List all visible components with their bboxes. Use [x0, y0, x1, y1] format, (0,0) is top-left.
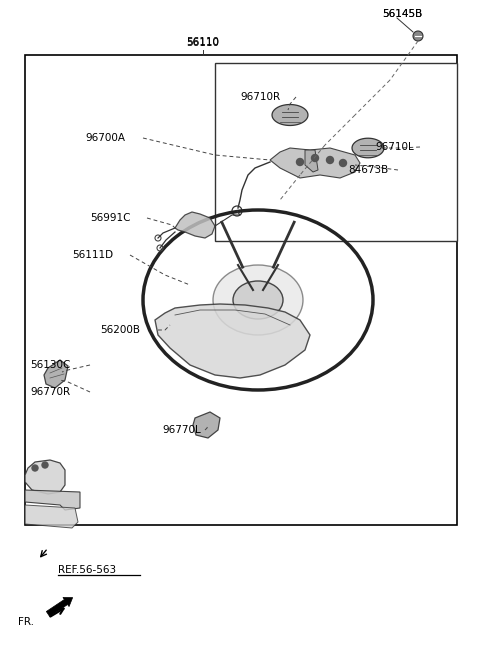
Polygon shape	[25, 490, 80, 510]
Text: 56991C: 56991C	[90, 213, 131, 223]
Text: 56200B: 56200B	[100, 325, 140, 335]
Text: 96710R: 96710R	[240, 92, 280, 102]
Circle shape	[32, 465, 38, 471]
Text: 84673B: 84673B	[348, 165, 388, 175]
Polygon shape	[25, 460, 65, 494]
Text: FR.: FR.	[18, 617, 34, 627]
Bar	[25, 55, 457, 525]
Polygon shape	[270, 148, 360, 178]
Circle shape	[326, 157, 334, 163]
Polygon shape	[305, 150, 318, 172]
Text: 96770R: 96770R	[30, 387, 70, 397]
Text: 96770L: 96770L	[162, 425, 201, 435]
Circle shape	[42, 462, 48, 468]
Text: 56110: 56110	[187, 37, 219, 47]
Circle shape	[312, 155, 319, 161]
Polygon shape	[272, 104, 308, 125]
Text: REF.56-563: REF.56-563	[58, 565, 116, 575]
Circle shape	[297, 159, 303, 165]
FancyArrow shape	[47, 597, 72, 616]
Polygon shape	[25, 505, 78, 528]
Bar	[215, 63, 457, 241]
Text: 56110: 56110	[187, 38, 219, 48]
Text: 56145B: 56145B	[382, 9, 422, 19]
Polygon shape	[175, 212, 215, 238]
Polygon shape	[352, 138, 384, 158]
Ellipse shape	[233, 281, 283, 319]
Polygon shape	[193, 412, 220, 438]
Text: 96710L: 96710L	[375, 142, 414, 152]
Text: 56111D: 56111D	[72, 250, 113, 260]
Circle shape	[413, 31, 423, 41]
Polygon shape	[155, 304, 310, 378]
Text: 56130C: 56130C	[30, 360, 71, 370]
Circle shape	[339, 159, 347, 167]
Text: 96700A: 96700A	[85, 133, 125, 143]
Text: 56145B: 56145B	[382, 9, 422, 19]
Ellipse shape	[213, 265, 303, 335]
Polygon shape	[44, 360, 68, 388]
